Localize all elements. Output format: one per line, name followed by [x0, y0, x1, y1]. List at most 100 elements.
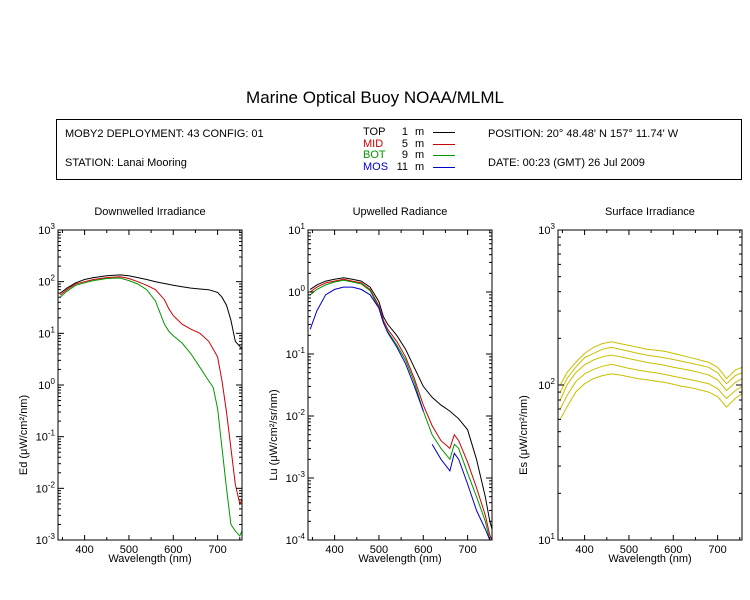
y-tick-label: 10-2 — [36, 480, 56, 495]
y-tick-label: 10-1 — [286, 346, 306, 361]
series-line-line-4 — [559, 363, 742, 410]
y-tick-mantissa: 10 — [38, 277, 50, 289]
legend-depth: 9 — [401, 149, 408, 161]
series-line-mid — [309, 278, 492, 540]
legend-line — [433, 166, 455, 168]
y-tick-exponent: 1 — [551, 532, 556, 541]
x-axis-label: Wavelength (nm) — [108, 553, 191, 565]
y-tick-label: 101 — [38, 325, 55, 340]
y-tick-exponent: 1 — [51, 325, 56, 334]
x-axis-label: Wavelength (nm) — [608, 553, 691, 565]
x-tick-label: 500 — [120, 544, 138, 556]
y-tick-exponent: -2 — [298, 408, 306, 417]
y-tick-exponent: -2 — [48, 480, 56, 489]
series-line-line-5 — [559, 373, 742, 420]
series-line-line-1 — [559, 341, 742, 386]
legend-label: MOS — [363, 160, 389, 173]
y-tick-mantissa: 10 — [38, 328, 50, 340]
x-tick-label: 400 — [325, 544, 343, 556]
y-tick-label: 10-2 — [286, 408, 306, 423]
y-tick-exponent: 3 — [51, 222, 56, 231]
y-tick-mantissa: 10 — [286, 535, 298, 547]
x-tick-label: 400 — [575, 544, 593, 556]
y-tick-label: 10-3 — [36, 532, 56, 547]
legend-line — [433, 155, 455, 156]
x-tick-label: 600 — [164, 544, 182, 556]
legend-unit: m — [415, 160, 425, 173]
series-line-mos — [309, 286, 424, 412]
y-tick-mantissa: 10 — [38, 225, 50, 237]
plot-frame — [557, 229, 743, 541]
y-tick-label: 100 — [288, 284, 305, 299]
series-line-line-3 — [559, 354, 742, 401]
y-tick-label: 10-3 — [286, 470, 306, 485]
series-line-top — [59, 274, 242, 350]
y-tick-mantissa: 10 — [36, 483, 48, 495]
x-tick-label: 500 — [620, 544, 638, 556]
y-tick-exponent: 2 — [51, 274, 56, 283]
plot-frame — [57, 229, 243, 541]
chart-title: Surface Irradiance — [605, 206, 695, 218]
y-tick-exponent: -3 — [48, 532, 56, 541]
info-box: MOBY2 DEPLOYMENT: 43 CONFIG: 01 STATION:… — [56, 119, 742, 180]
y-axis-label: Lu (μW/cm²/sr/nm) — [268, 389, 280, 480]
y-tick-exponent: -1 — [298, 346, 306, 355]
y-tick-label: 103 — [538, 222, 555, 237]
series-line-mid — [59, 276, 242, 506]
legend-label: BOT — [363, 149, 386, 161]
legend-unit: m — [415, 149, 425, 161]
series-group — [309, 277, 492, 540]
y-tick-label: 102 — [38, 274, 55, 289]
x-tick-label: 700 — [208, 544, 226, 556]
x-tick-label: 700 — [708, 544, 726, 556]
x-tick-label: 700 — [458, 544, 476, 556]
station-text: STATION: Lanai Mooring — [65, 157, 187, 169]
legend-depth: 5 — [401, 137, 408, 150]
series-line-bot — [309, 279, 492, 540]
y-tick-exponent: -3 — [298, 470, 306, 479]
series-group — [59, 274, 242, 537]
y-tick-mantissa: 10 — [36, 432, 48, 444]
legend-label: TOP — [363, 126, 386, 138]
date-text: DATE: 00:23 (GMT) 26 Jul 2009 — [488, 157, 645, 169]
position-text: POSITION: 20° 48.48' N 157° 11.74' W — [488, 128, 679, 140]
y-tick-mantissa: 10 — [36, 535, 48, 547]
y-tick-exponent: -1 — [48, 429, 56, 438]
y-tick-label: 10-1 — [36, 429, 56, 444]
legend-label: MID — [363, 137, 384, 150]
y-tick-label: 101 — [288, 222, 305, 237]
y-tick-exponent: 1 — [301, 222, 306, 231]
y-tick-mantissa: 10 — [538, 535, 550, 547]
y-axis-label: Es (μW/cm²/nm) — [518, 395, 530, 475]
y-tick-label: 103 — [38, 222, 55, 237]
y-tick-exponent: 2 — [551, 377, 556, 386]
y-tick-label: 101 — [538, 532, 555, 547]
y-tick-exponent: 0 — [301, 284, 306, 293]
x-tick-label: 600 — [414, 544, 432, 556]
deployment-text: MOBY2 DEPLOYMENT: 43 CONFIG: 01 — [65, 128, 264, 140]
legend-depth: 11 — [396, 160, 408, 173]
y-tick-mantissa: 10 — [286, 473, 298, 485]
legend-line — [433, 143, 455, 145]
chart-title: Upwelled Radiance — [353, 206, 448, 218]
legend-depth: 1 — [401, 126, 408, 138]
series-group — [559, 341, 742, 420]
y-tick-mantissa: 10 — [288, 225, 300, 237]
x-tick-label: 400 — [75, 544, 93, 556]
y-tick-mantissa: 10 — [538, 380, 550, 392]
legend-unit: m — [415, 137, 425, 150]
y-tick-label: 100 — [38, 377, 55, 392]
y-tick-label: 102 — [538, 377, 555, 392]
series-line-top — [309, 277, 492, 530]
plot-frame — [307, 229, 493, 541]
y-axis-label: Ed (μW/cm²/nm) — [18, 395, 30, 475]
y-tick-mantissa: 10 — [38, 380, 50, 392]
x-axis-label: Wavelength (nm) — [358, 553, 441, 565]
y-tick-exponent: 3 — [551, 222, 556, 231]
series-line-bot — [59, 277, 242, 537]
legend-unit: m — [415, 126, 425, 138]
y-tick-exponent: -4 — [298, 532, 306, 541]
